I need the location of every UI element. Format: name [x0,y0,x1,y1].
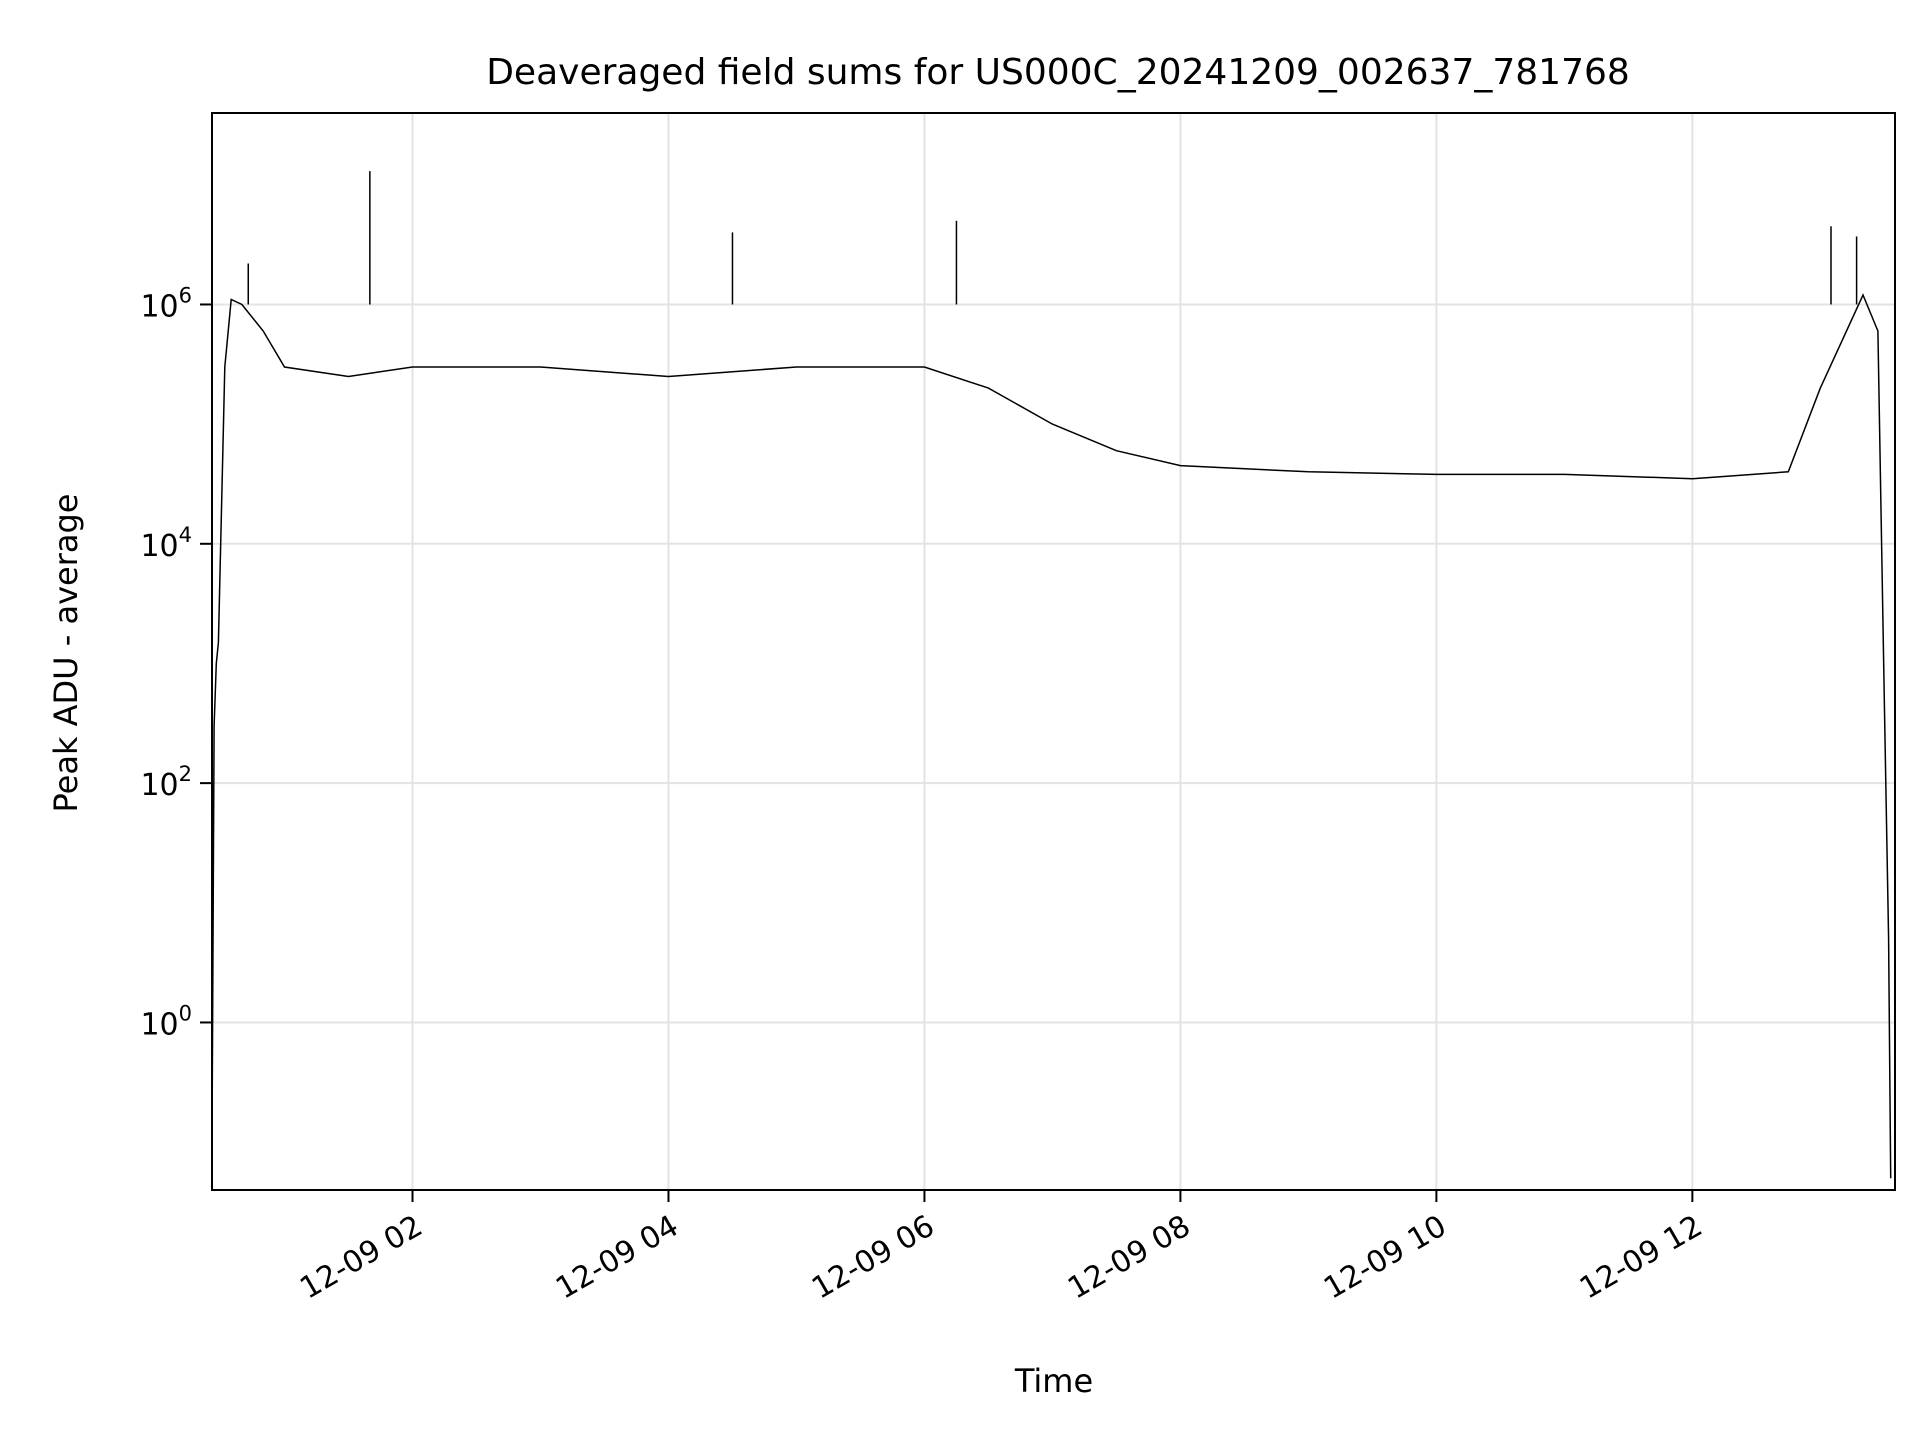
data-series [211,171,1892,1179]
y-tick-label: 106 [140,283,192,324]
y-tick-label: 102 [140,762,192,803]
plot-area-frame [211,112,1896,1191]
y-axis: 100 102 104 106 [140,283,212,1042]
y-axis-label: Peak ADU - average [47,494,85,813]
chart-title: Deaveraged field sums for US000C_2024120… [486,52,1630,93]
series-line [211,293,1892,1179]
y-tick-label: 104 [140,523,192,564]
x-axis-label: Time [1014,1362,1093,1400]
y-tick-label: 100 [140,1001,192,1042]
grid-lines [212,113,1895,1190]
